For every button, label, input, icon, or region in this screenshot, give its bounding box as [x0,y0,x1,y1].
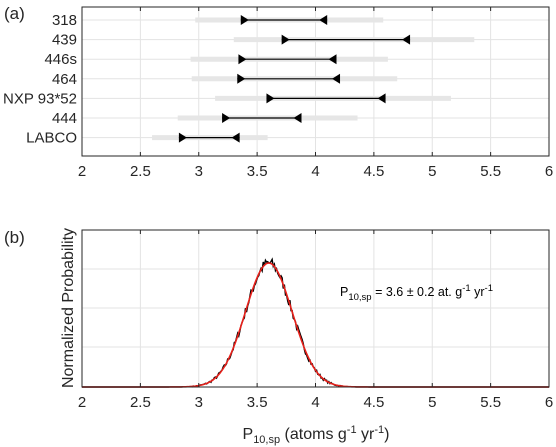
range-right-marker [328,54,337,65]
panel-a-tick-label: 5.5 [480,163,501,180]
range-right-marker [377,93,386,104]
panel-a: (a) 2 2.5 3 3.5 4 4.5 5 5.5 6 318 439 446s 464 NXP 9… [3,4,553,180]
panel-a-tick-label: 4 [311,163,319,180]
panel-b-tick-label: 4 [311,394,319,411]
category-label: 464 [52,71,77,88]
panel-a-tick-label: 6 [545,163,553,180]
panel-b-tick-label: 2.5 [130,394,151,411]
panel-a-marks [152,15,475,143]
panel-b-tick-label: 2 [78,394,86,411]
panel-b-tick-label: 6 [545,394,553,411]
category-label: NXP 93*52 [3,90,77,107]
panel-b-tick-label: 4.5 [363,394,384,411]
range-right-marker [319,15,328,25]
panel-b-grid [82,230,549,387]
panel-b-tick-label: 5.5 [480,394,501,411]
range-left-marker [178,132,187,143]
panel-b: (b) 2 2.5 3 3.5 4 4.5 5 5.5 6 Normalized Probabi… [4,228,553,446]
panel-a-tick-label: 2.5 [130,163,151,180]
range-right-marker [293,113,302,123]
category-label: 439 [52,32,77,49]
panel-a-tick-label: 3 [195,163,203,180]
category-label: LABCO [26,130,77,147]
panel-a-category-labels: 318 439 446s 464 NXP 93*52 444 LABCO [3,12,77,147]
category-label: 318 [52,12,77,29]
category-label: 444 [52,110,77,127]
panel-a-tick-label: 3.5 [247,163,268,180]
range-left-marker [281,34,290,45]
panel-b-tick-label: 3 [195,394,203,411]
range-left-marker [237,73,246,84]
range-right-marker [402,34,411,45]
x-axis-title: P10,sp (atoms g-1 yr-1) [243,424,390,446]
panel-b-label: (b) [4,228,25,247]
panel-a-ticks: 2 2.5 3 3.5 4 4.5 5 5.5 6 [78,7,553,180]
range-left-marker [222,113,231,123]
fit-annotation: P10,sp = 3.6 ± 0.2 at. g-1 yr-1 [340,283,493,303]
range-left-marker [238,54,247,65]
panel-b-ticks: 2 2.5 3 3.5 4 4.5 5 5.5 6 [78,230,553,411]
panel-a-tick-label: 4.5 [363,163,384,180]
panel-b-tick-label: 5 [428,394,436,411]
panel-b-tick-label: 3.5 [247,394,268,411]
range-right-marker [231,132,240,143]
category-label: 446s [44,51,77,68]
range-left-marker [266,93,275,104]
panel-a-tick-label: 2 [78,163,86,180]
panel-a-label: (a) [4,4,25,23]
range-right-marker [332,73,341,84]
panel-a-tick-label: 5 [428,163,436,180]
range-left-marker [240,15,249,25]
y-axis-title: Normalized Probability [60,228,77,388]
